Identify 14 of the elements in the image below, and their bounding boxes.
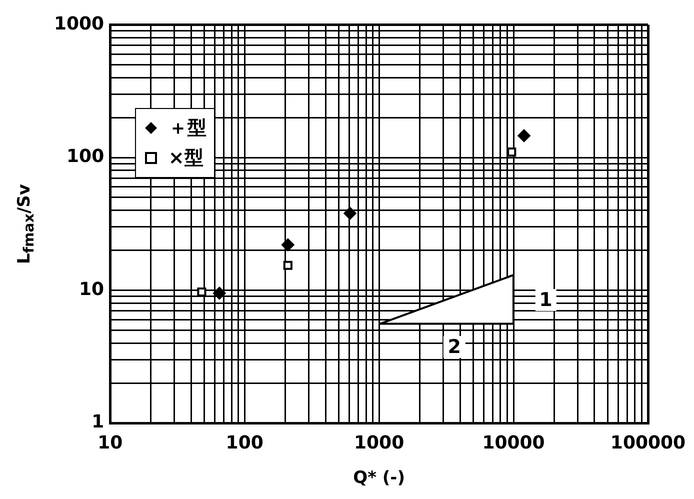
- legend-label: ×型: [168, 146, 204, 172]
- y-tick-label: 10: [79, 278, 104, 300]
- annotation: 1: [535, 288, 556, 311]
- x-tick-label: 10: [98, 432, 123, 454]
- y-tick-label: 1: [92, 412, 104, 433]
- x-axis-title: Q* (-): [353, 468, 405, 488]
- x-tick-label: 1000: [354, 432, 404, 454]
- legend-label: ＋型: [168, 116, 206, 142]
- annotation: 2: [444, 336, 465, 358]
- x-tick-label: 100000: [610, 432, 686, 454]
- x-tick-label: 10000: [482, 432, 545, 454]
- x-tick-label: 100: [226, 432, 264, 454]
- y-tick-label: 1000: [54, 13, 104, 34]
- y-tick-label: 100: [66, 146, 104, 168]
